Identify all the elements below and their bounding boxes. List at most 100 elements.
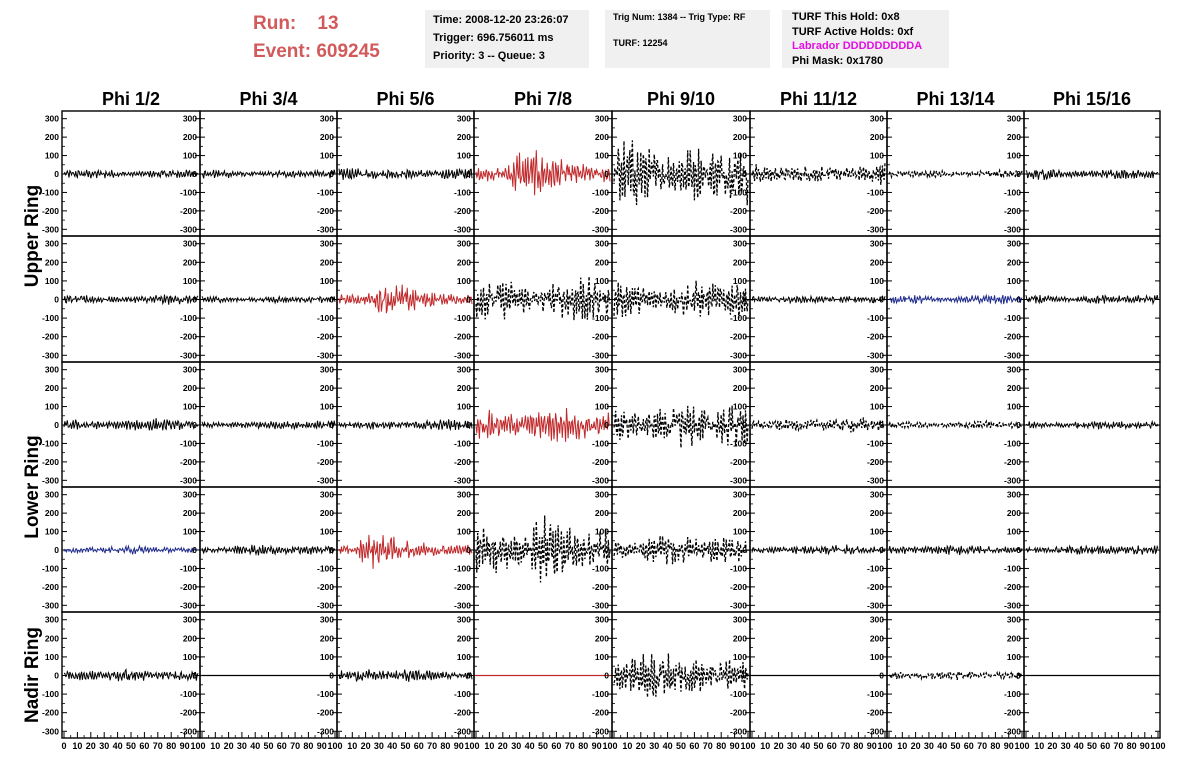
y-tick-label: 100 — [183, 276, 197, 286]
waveform — [613, 535, 749, 565]
waveform — [751, 417, 886, 433]
waveform — [475, 150, 611, 196]
x-tick-label: 50 — [1087, 741, 1097, 751]
waveform — [201, 420, 336, 431]
y-tick-label: -100 — [180, 563, 197, 573]
y-tick-label: 200 — [320, 633, 334, 643]
y-tick-label: -300 — [454, 224, 471, 234]
waveform — [63, 294, 199, 306]
y-tick-label: 200 — [457, 633, 471, 643]
y-tick-label: 0 — [466, 671, 471, 681]
trigger-info-box: Trig Num: 1384 -- Trig Type: RF TURF: 12… — [605, 10, 770, 68]
y-tick-label: 300 — [870, 239, 884, 249]
y-tick-label: -100 — [592, 563, 609, 573]
y-tick-label: -100 — [454, 563, 471, 573]
y-tick-label: -300 — [317, 726, 334, 736]
y-tick-label: 300 — [1007, 490, 1021, 500]
waveform — [63, 418, 199, 431]
y-tick-label: 200 — [1007, 132, 1021, 142]
x-tick-label: 20 — [86, 741, 96, 751]
x-tick-label: 80 — [440, 741, 450, 751]
y-tick-label: 0 — [329, 169, 334, 179]
y-tick-label: 300 — [45, 615, 59, 625]
y-tick-label: 100 — [595, 527, 609, 537]
x-tick-label: 40 — [937, 741, 947, 751]
y-tick-label: 200 — [457, 132, 471, 142]
y-tick-label: 0 — [879, 545, 884, 555]
y-tick-label: -100 — [730, 187, 747, 197]
y-tick-label: 200 — [320, 383, 334, 393]
y-tick-label: 0 — [192, 420, 197, 430]
y-tick-label: 300 — [45, 114, 59, 124]
y-tick-label: 300 — [733, 365, 747, 375]
column-header: Phi 9/10 — [647, 89, 715, 109]
y-tick-label: -200 — [180, 206, 197, 216]
y-tick-label: -100 — [180, 187, 197, 197]
y-tick-label: -300 — [592, 475, 609, 485]
trigger-text: Trigger: 696.756011 ms — [433, 32, 554, 44]
x-tick-label: 50 — [676, 741, 686, 751]
y-tick-label: 300 — [595, 365, 609, 375]
y-tick-label: 300 — [595, 615, 609, 625]
y-tick-label: -100 — [42, 187, 59, 197]
y-tick-label: -200 — [730, 582, 747, 592]
y-tick-label: 200 — [870, 633, 884, 643]
y-tick-label: 100 — [1007, 151, 1021, 161]
y-tick-label: -100 — [867, 187, 884, 197]
y-tick-label: -100 — [317, 438, 334, 448]
y-tick-label: -300 — [42, 350, 59, 360]
x-tick-label: 80 — [716, 741, 726, 751]
y-tick-label: 200 — [320, 132, 334, 142]
x-tick-label: 80 — [853, 741, 863, 751]
y-tick-label: 0 — [742, 420, 747, 430]
waveform — [475, 515, 611, 583]
x-tick-label: 60 — [551, 741, 561, 751]
y-tick-label: -100 — [42, 438, 59, 448]
waveform — [613, 280, 749, 319]
column-header: Phi 1/2 — [102, 89, 160, 109]
y-tick-label: 300 — [733, 490, 747, 500]
y-tick-label: -100 — [867, 689, 884, 699]
y-tick-label: 100 — [183, 402, 197, 412]
x-tick-label: 50 — [126, 741, 136, 751]
run-label: Run: — [253, 13, 297, 34]
y-tick-label: 100 — [457, 527, 471, 537]
y-tick-label: 100 — [870, 151, 884, 161]
y-tick-label: -200 — [867, 332, 884, 342]
x-tick-label: 90 — [592, 741, 602, 751]
y-tick-label: 200 — [870, 257, 884, 267]
y-tick-label: -100 — [730, 689, 747, 699]
y-tick-label: 100 — [45, 527, 59, 537]
x-tick-label: 10 — [897, 741, 907, 751]
event-label: Event: — [253, 41, 312, 62]
x-tick-label: 30 — [237, 741, 247, 751]
y-tick-label: -200 — [42, 457, 59, 467]
x-tick-label: 90 — [180, 741, 190, 751]
row-label: Upper Ring — [22, 185, 43, 287]
x-tick-label: 90 — [317, 741, 327, 751]
y-tick-label: 300 — [457, 365, 471, 375]
y-tick-label: -200 — [42, 206, 59, 216]
x-tick-label: 0 — [61, 741, 66, 751]
waveform — [613, 405, 749, 448]
x-tick-label: 90 — [867, 741, 877, 751]
x-tick-label: 100 — [190, 741, 205, 751]
y-tick-label: 0 — [879, 295, 884, 305]
x-tick-label: 20 — [498, 741, 508, 751]
y-tick-label: 200 — [595, 257, 609, 267]
x-tick-label: 80 — [303, 741, 313, 751]
y-tick-label: 300 — [183, 615, 197, 625]
y-tick-label: -300 — [592, 726, 609, 736]
y-tick-label: 300 — [320, 615, 334, 625]
x-tick-label: 70 — [153, 741, 163, 751]
y-tick-label: -300 — [454, 350, 471, 360]
column-header: Phi 7/8 — [514, 89, 572, 109]
waveform — [613, 653, 749, 698]
y-tick-label: -300 — [317, 350, 334, 360]
waveform — [338, 418, 473, 432]
x-tick-label: 40 — [250, 741, 260, 751]
y-tick-label: -100 — [1004, 689, 1021, 699]
y-tick-label: -200 — [42, 332, 59, 342]
y-tick-label: 200 — [595, 508, 609, 518]
